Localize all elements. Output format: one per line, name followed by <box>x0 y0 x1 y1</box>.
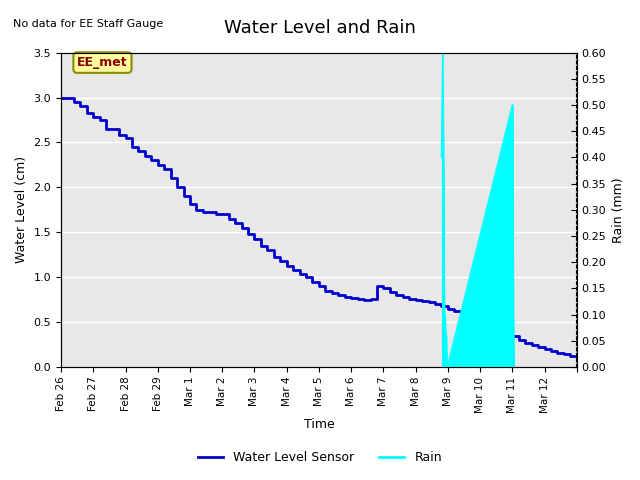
Text: Water Level and Rain: Water Level and Rain <box>224 19 416 37</box>
Y-axis label: Water Level (cm): Water Level (cm) <box>15 156 28 264</box>
X-axis label: Time: Time <box>303 419 334 432</box>
Text: EE_met: EE_met <box>77 56 128 69</box>
Text: No data for EE Staff Gauge: No data for EE Staff Gauge <box>13 19 163 29</box>
Y-axis label: Rain (mm): Rain (mm) <box>612 177 625 242</box>
Legend: Water Level Sensor, Rain: Water Level Sensor, Rain <box>193 446 447 469</box>
